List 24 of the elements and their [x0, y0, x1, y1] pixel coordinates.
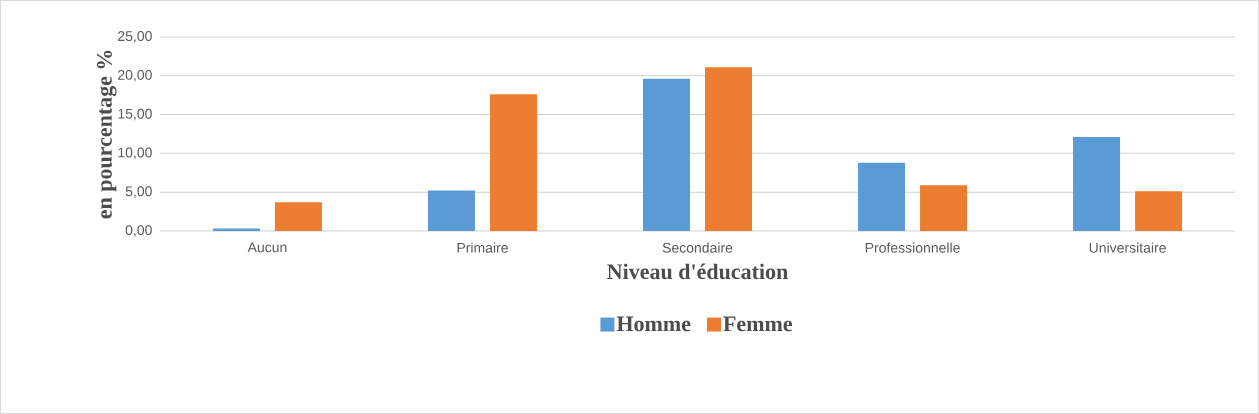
bar — [1073, 137, 1121, 231]
bar — [427, 190, 475, 231]
bar — [643, 78, 691, 231]
legend-label: Homme — [616, 316, 691, 332]
y-tick-label: 25,00 — [118, 31, 152, 43]
bar — [1135, 191, 1183, 231]
y-tick-label: 15,00 — [118, 108, 152, 121]
bar — [858, 162, 906, 231]
y-axis-title: en pourcentage % — [97, 50, 117, 219]
bar — [489, 94, 537, 231]
x-tick-label: Secondaire — [662, 242, 733, 253]
legend-label: Femme — [723, 316, 793, 332]
x-tick-label: Professionnelle — [865, 242, 960, 253]
x-tick-label: Universitaire — [1089, 242, 1166, 253]
bar — [920, 185, 968, 231]
bar — [274, 202, 322, 231]
y-tick-label: 5,00 — [125, 186, 152, 198]
bar — [705, 67, 753, 231]
x-axis-title: Niveau d'éducation — [607, 263, 788, 280]
x-tick-label: Aucun — [247, 242, 287, 253]
y-tick-label: 10,00 — [118, 147, 152, 160]
y-tick-label: 20,00 — [118, 69, 152, 82]
x-tick-label: Primaire — [457, 242, 508, 253]
y-tick-label: 0,00 — [125, 225, 152, 237]
